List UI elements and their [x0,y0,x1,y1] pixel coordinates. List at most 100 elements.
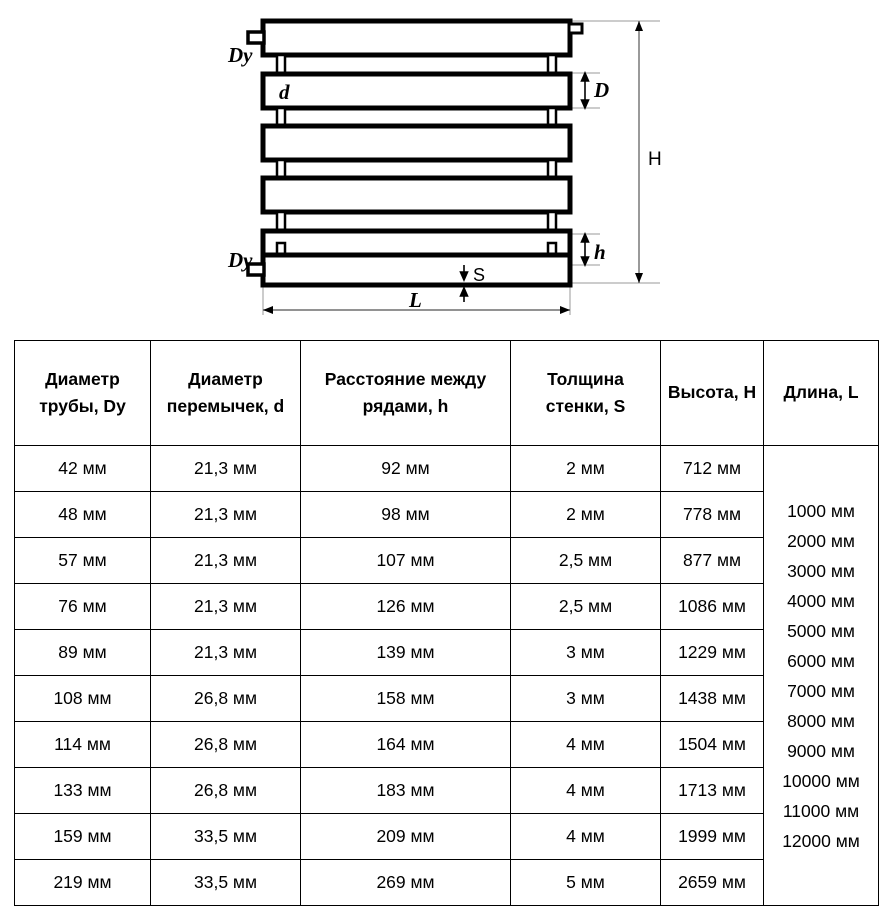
table-body: 42 мм 21,3 мм 92 мм 2 мм 712 мм 1000 мм … [14,445,879,906]
cell-jumper-diameter: 21,3 мм [150,583,301,630]
col-header-row-spacing-line1: Расстояние между [324,368,487,389]
length-option: 8000 мм [787,710,855,731]
table-row: 42 мм 21,3 мм 92 мм 2 мм 712 мм 1000 мм … [14,445,879,906]
cell-row-spacing: 107 мм [300,537,511,584]
table-header-row: Диаметр трубы, Dy Диаметр перемычек, d Р… [14,340,879,446]
cell-height: 1229 мм [660,629,764,676]
table-row: 219 мм 33,5 мм 269 мм 5 мм 2659 мм [14,859,879,906]
cell-pipe-diameter: 42 мм [14,445,151,492]
col-header-height-label: Высота, H [667,382,757,403]
table-header: Диаметр трубы, Dy Диаметр перемычек, d Р… [14,340,879,446]
length-option: 11000 мм [782,800,860,821]
cell-height: 712 мм [660,445,764,492]
cell-height: 1438 мм [660,675,764,722]
cell-row-spacing: 183 мм [300,767,511,814]
dimension-h [580,232,590,267]
table-row: 159 мм 33,5 мм 209 мм 4 мм 1999 мм [14,813,879,860]
col-header-jumper-diameter: Диаметр перемычек, d [150,340,301,446]
cell-pipe-diameter: 57 мм [14,537,151,584]
drawing-svg: D h H L S Dy [227,18,662,315]
cell-height: 1504 мм [660,721,764,768]
col-header-wall-thickness-line1: Толщина [547,368,624,389]
cell-jumper-diameter: 33,5 мм [150,859,301,906]
length-option: 4000 мм [787,590,855,611]
tube-row-2 [260,71,573,111]
length-option: 2000 мм [787,530,855,551]
cell-wall-thickness: 2,5 мм [510,583,661,630]
cell-wall-thickness: 2 мм [510,491,661,538]
table-row: 89 мм 21,3 мм 139 мм 3 мм 1229 мм [14,629,879,676]
cell-pipe-diameter: 133 мм [14,767,151,814]
length-option: 1000 мм [787,500,855,521]
col-header-length: Длина, L [763,340,879,446]
cell-pipe-diameter: 159 мм [14,813,151,860]
length-option: 10000 мм [782,770,860,791]
dimension-label-S: S [473,265,485,285]
table-row: 114 мм 26,8 мм 164 мм 4 мм 1504 мм [14,721,879,768]
dimension-label-H: H [648,149,662,170]
nozzle-stub-right-top [567,22,584,35]
table-row: 133 мм 26,8 мм 183 мм 4 мм 1713 мм [14,767,879,814]
cell-pipe-diameter: 76 мм [14,583,151,630]
cell-jumper-diameter: 21,3 мм [150,445,301,492]
cell-pipe-diameter: 114 мм [14,721,151,768]
dimension-label-L: L [408,288,422,312]
dimension-label-d: d [279,80,290,104]
cell-height: 1086 мм [660,583,764,630]
length-option: 7000 мм [787,680,855,701]
tube-row-3 [260,123,573,163]
cell-jumper-diameter: 21,3 мм [150,629,301,676]
cell-jumper-diameter: 26,8 мм [150,767,301,814]
cell-height: 778 мм [660,491,764,538]
cell-jumper-diameter: 21,3 мм [150,537,301,584]
length-option: 5000 мм [787,620,855,641]
cell-wall-thickness: 2,5 мм [510,537,661,584]
cell-wall-thickness: 4 мм [510,767,661,814]
col-header-jumper-diameter-line2: перемычек, d [166,396,285,416]
specification-table: Диаметр трубы, Dy Диаметр перемычек, d Р… [14,340,879,906]
dimension-L [263,306,570,314]
dimension-label-h: h [594,240,606,264]
col-header-height: Высота, H [660,340,764,446]
tube-row-6 [246,252,573,288]
cell-jumper-diameter: 33,5 мм [150,813,301,860]
cell-pipe-diameter: 219 мм [14,859,151,906]
cell-row-spacing: 164 мм [300,721,511,768]
cell-row-spacing: 139 мм [300,629,511,676]
length-option: 3000 мм [787,560,855,581]
cell-jumper-diameter: 26,8 мм [150,675,301,722]
cell-jumper-diameter: 21,3 мм [150,491,301,538]
cell-height: 1713 мм [660,767,764,814]
cell-row-spacing: 92 мм [300,445,511,492]
col-header-length-label: Длина, L [783,382,859,403]
col-header-pipe-diameter: Диаметр трубы, Dy [14,340,151,446]
cell-row-spacing: 209 мм [300,813,511,860]
col-header-jumper-diameter-line1: Диаметр [188,368,263,389]
col-header-pipe-diameter-line2: трубы, Dy [39,396,126,416]
cell-row-spacing: 126 мм [300,583,511,630]
col-header-pipe-diameter-line1: Диаметр [45,368,120,389]
col-header-row-spacing-line2: рядами, h [362,396,449,416]
col-header-wall-thickness: Толщина стенки, S [510,340,661,446]
register-technical-drawing: D h H L S Dy [0,0,888,332]
length-option: 12000 мм [782,830,860,851]
dimension-label-D: D [593,78,609,102]
table-row: 48 мм 21,3 мм 98 мм 2 мм 778 мм [14,491,879,538]
length-option: 9000 мм [787,740,855,761]
cell-wall-thickness: 3 мм [510,629,661,676]
cell-row-spacing: 158 мм [300,675,511,722]
table-row: 76 мм 21,3 мм 126 мм 2,5 мм 1086 мм [14,583,879,630]
specification-table-container: Диаметр трубы, Dy Диаметр перемычек, d Р… [14,340,879,906]
cell-pipe-diameter: 89 мм [14,629,151,676]
dimension-label-dy-top: Dy [227,43,253,67]
cell-pipe-diameter: 48 мм [14,491,151,538]
cell-wall-thickness: 4 мм [510,721,661,768]
col-header-wall-thickness-line2: стенки, S [545,396,626,416]
cell-row-spacing: 98 мм [300,491,511,538]
length-options-list: 1000 мм 2000 мм 3000 мм 4000 мм 5000 мм … [764,451,878,900]
dimension-label-dy-bottom: Dy [227,248,253,272]
cell-height: 2659 мм [660,859,764,906]
cell-height: 877 мм [660,537,764,584]
cell-row-spacing: 269 мм [300,859,511,906]
dimension-D [580,71,590,110]
